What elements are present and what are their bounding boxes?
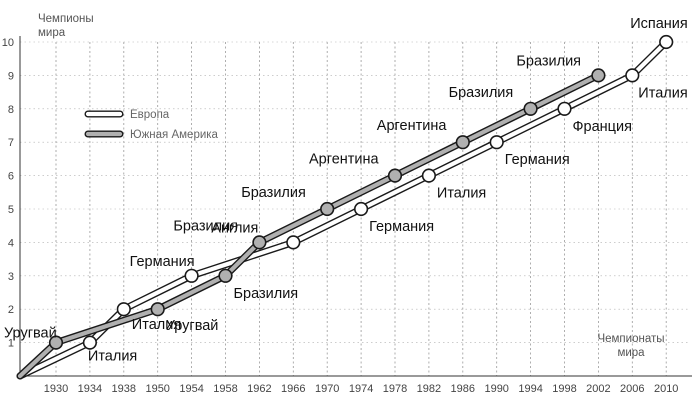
europe-point-label: Англия <box>211 220 258 236</box>
south-america-point <box>252 235 267 250</box>
x-tick-label: 1998 <box>552 383 576 395</box>
south-america-point <box>591 68 606 83</box>
y-tick-label: 9 <box>8 70 14 82</box>
legend: Европа Южная Америка <box>84 109 219 141</box>
x-tick-label: 1966 <box>281 383 305 395</box>
europe-point-label: Испания <box>630 16 688 32</box>
y-tick-label: 4 <box>8 237 14 249</box>
europe-point <box>82 335 97 350</box>
x-tick-label: 1930 <box>44 383 68 395</box>
south-america-point-label: Бразилия <box>516 53 581 69</box>
x-tick-label: 1938 <box>112 383 136 395</box>
x-tick-label: 1950 <box>145 383 169 395</box>
europe-point-label: Германия <box>369 219 434 235</box>
south-america-point <box>48 335 64 350</box>
south-america-point <box>387 168 403 183</box>
south-america-line <box>17 73 601 379</box>
series-points-layer <box>48 34 674 350</box>
x-tick-label: 2006 <box>620 383 644 395</box>
europe-point-label: Германия <box>130 254 195 270</box>
x-tick-label: 1978 <box>383 383 407 395</box>
y-tick-label: 7 <box>8 137 14 149</box>
europe-point <box>354 201 369 217</box>
y-axis-label: Чемпионы мира <box>38 13 94 39</box>
x-tick-label: 1962 <box>247 383 271 395</box>
legend-label-europe: Европа <box>130 109 170 121</box>
south-america-point <box>320 201 335 217</box>
south-america-point-label: Бразилия <box>173 218 238 234</box>
south-america-line-outline <box>16 71 602 380</box>
europe-point-label: Италия <box>88 349 137 365</box>
x-tick-label: 1994 <box>518 383 542 395</box>
x-tick-label: 1974 <box>349 383 373 395</box>
europe-point <box>489 135 504 150</box>
y-tick-label: 3 <box>8 271 14 283</box>
south-america-point-label: Аргентина <box>377 118 448 134</box>
europe-point-label: Италия <box>132 317 181 333</box>
south-america-point-label: Бразилия <box>241 185 306 201</box>
y-tick-label: 10 <box>2 37 14 49</box>
y-tick-label: 5 <box>8 204 14 216</box>
europe-point <box>116 302 131 317</box>
europe-point-label: Италия <box>437 186 486 202</box>
south-america-point-label: Бразилия <box>449 85 514 101</box>
x-tick-label: 1982 <box>417 383 441 395</box>
europe-point-label: Италия <box>638 85 687 101</box>
x-tick-label: 2002 <box>586 383 610 395</box>
europe-point-label: Германия <box>505 152 570 168</box>
europe-point <box>184 268 199 283</box>
y-tick-label: 2 <box>8 304 14 316</box>
south-america-point <box>150 302 165 317</box>
south-america-point <box>218 268 233 283</box>
south-america-point-label: Бразилия <box>234 286 299 302</box>
europe-point <box>625 68 640 83</box>
y-tick-label: 8 <box>8 104 14 116</box>
x-tick-label: 1970 <box>315 383 339 395</box>
south-america-point-label: Уругвай <box>166 318 219 334</box>
y-tick-label: 6 <box>8 171 14 183</box>
point-labels-layer: Италия Италия Германия Англия Германия Италия… <box>4 16 688 365</box>
x-tick-label: 1958 <box>213 383 237 395</box>
legend-label-south-america: Южная Америка <box>130 129 219 141</box>
europe-point <box>286 235 301 250</box>
south-america-point <box>455 135 470 150</box>
x-axis-label: Чемпионаты мира <box>597 333 665 359</box>
x-tick-label: 1954 <box>179 383 203 395</box>
europe-point <box>557 101 572 116</box>
south-america-point-label: Аргентина <box>309 152 380 168</box>
south-america-point <box>523 101 538 116</box>
x-tick-label: 1990 <box>484 383 508 395</box>
x-tick-label: 2010 <box>654 383 678 395</box>
grid-layer <box>20 41 690 376</box>
x-tick-label: 1986 <box>451 383 475 395</box>
south-america-point-label: Уругвай <box>4 326 57 342</box>
y-tick-label: 1 <box>8 338 14 350</box>
europe-point <box>421 168 437 183</box>
x-tick-label: 1934 <box>78 383 102 395</box>
europe-point <box>659 34 674 50</box>
axes-layer: 1 2 3 4 5 6 7 8 9 10 1930 1934 1938 1950 1954 1958 1962 1… <box>2 36 692 395</box>
europe-point-label: Франция <box>573 119 632 135</box>
